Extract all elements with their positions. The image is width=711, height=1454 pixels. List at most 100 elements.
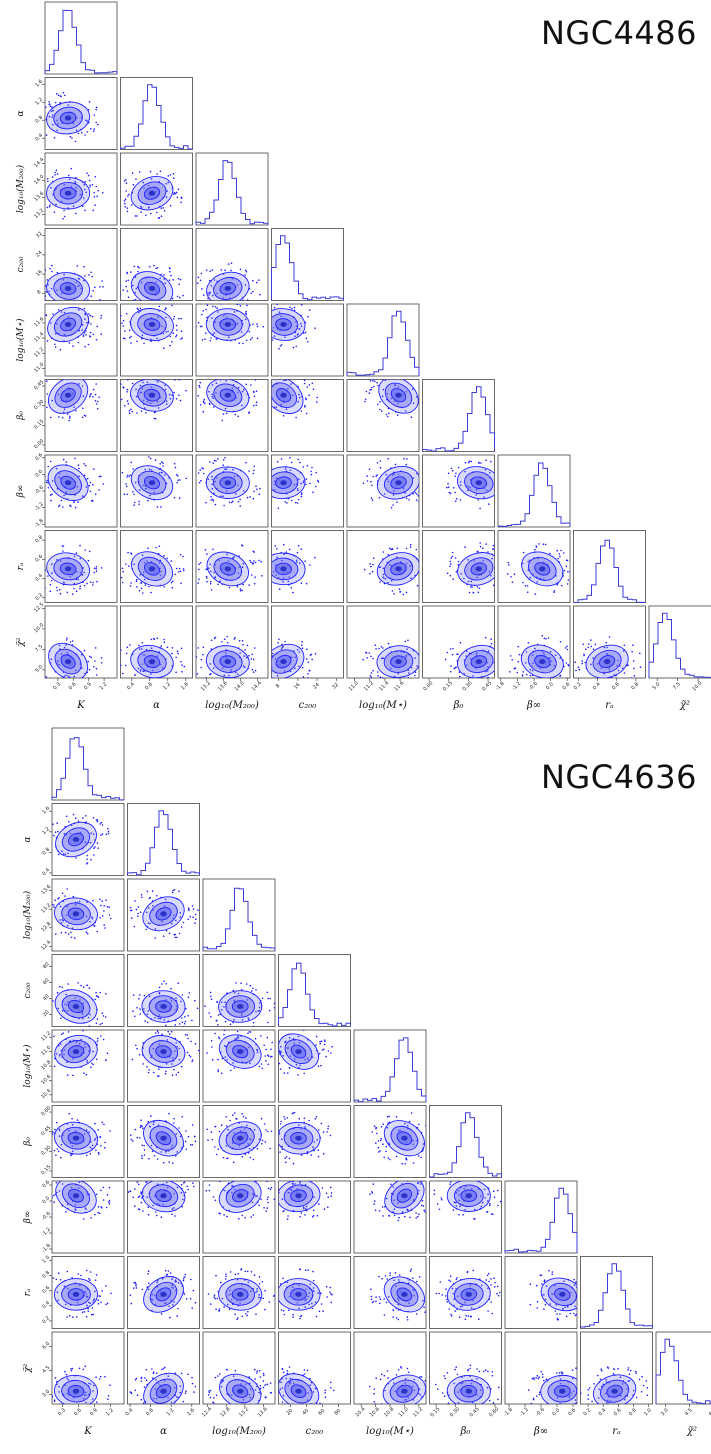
sample-point [245,656,248,659]
sample-point [248,1018,250,1021]
sample-point [255,1011,257,1013]
sample-point [213,571,215,574]
sample-point [379,1139,382,1142]
sample-point [385,1197,388,1200]
y-tick-label: -1.8 [34,518,45,529]
sample-point [307,677,309,678]
sample-point [416,1215,419,1218]
sample-point [219,379,222,381]
sample-point [59,985,61,988]
sample-point [250,292,253,295]
sample-point [294,1183,296,1185]
sample-point [329,1291,331,1293]
sample-point [457,1190,460,1192]
sample-point [93,191,95,194]
sample-point [126,210,129,213]
sample-point [405,497,408,500]
sample-point [253,395,256,398]
sample-point [86,932,89,935]
sample-point [170,560,173,562]
sample-point [142,592,144,594]
sample-point [187,1188,189,1191]
sample-point [135,580,138,582]
sample-point [177,652,179,655]
sample-point [165,182,167,185]
sample-point [255,989,257,991]
sample-point [105,1285,107,1287]
sample-point [174,379,176,381]
sample-point [414,657,416,659]
sample-point [501,1200,502,1202]
sample-point [130,1134,132,1136]
sample-point [399,561,402,563]
sample-point [58,588,61,591]
sample-point [101,1012,104,1014]
sample-point [132,1140,134,1142]
sample-point [202,400,205,403]
sample-point [487,666,489,668]
sample-point [68,679,70,681]
sample-point [251,337,253,339]
sample-point [416,1280,418,1283]
sample-point [269,654,271,656]
sample-point [77,982,79,984]
contour-peak [72,1049,80,1055]
sample-point [159,277,161,280]
sample-point [385,1150,387,1153]
sample-point [238,1217,240,1220]
sample-point [56,991,59,994]
sample-point [160,683,162,685]
sample-point [148,585,150,588]
sample-point [162,1278,164,1280]
sample-point [300,1154,303,1156]
sample-point [455,1205,458,1207]
sample-point [94,846,96,848]
sample-point [209,291,211,294]
sample-point [252,405,255,407]
sample-point [236,322,239,325]
sample-point [78,1027,80,1029]
sample-point [266,1207,269,1209]
sample-point [66,1003,68,1006]
sample-point [298,1124,300,1126]
sample-point [483,1188,486,1191]
sample-point [298,1117,301,1120]
sample-point [95,1058,98,1061]
sample-point [228,674,230,677]
sample-point [252,1158,255,1161]
sample-point [53,1035,55,1038]
sample-point [81,323,84,326]
contour-peak [64,566,72,572]
sample-point [370,655,372,658]
panel-frame [497,530,571,603]
sample-point [297,544,300,547]
sample-point [623,672,626,674]
contour-peak [295,1049,302,1055]
sample-point [90,295,92,298]
sample-point [496,1285,499,1288]
sample-point [220,1072,223,1074]
sample-point [96,580,98,583]
sample-point [86,321,88,324]
sample-point [49,494,52,496]
sample-point [191,1307,193,1309]
sample-point [98,396,100,399]
sample-point [210,639,213,642]
sample-point [209,292,211,295]
sample-point [161,461,163,463]
sample-point [421,1200,424,1202]
sample-point [109,1130,111,1132]
sample-point [185,477,187,480]
sample-point [162,935,165,937]
sample-point [267,1196,269,1198]
sample-point [206,577,208,579]
sample-point [394,463,397,466]
sample-point [289,683,291,685]
contour-peak [237,1193,244,1199]
sample-point [178,571,180,573]
sample-point [122,581,124,584]
histogram-panel [497,454,571,528]
sample-point [300,582,303,585]
sample-point [212,667,215,669]
sample-point [211,396,213,398]
